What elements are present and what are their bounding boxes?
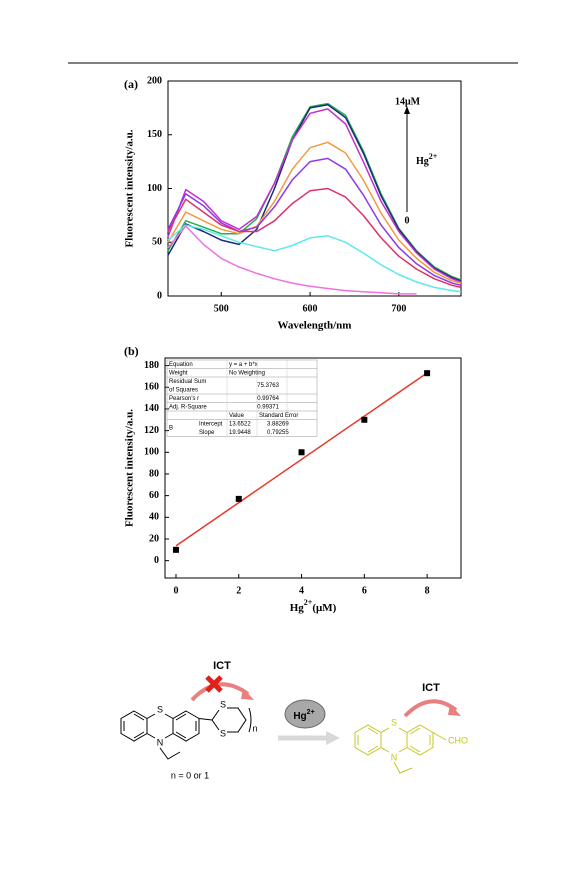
scheme-labels: ICT S N S S n n = 0 or 1 Hg2+ ICT S N CH… <box>157 660 468 780</box>
atom-label: S <box>157 704 163 714</box>
data-point <box>298 449 305 456</box>
reagent-base: Hg <box>293 711 306 722</box>
table-header: Value <box>229 413 245 419</box>
y-tick-label: 150 <box>147 129 162 140</box>
spectrum-line <box>167 108 462 283</box>
annotation-bottom: 0 <box>405 215 410 226</box>
spectrum-line <box>167 102 462 281</box>
spectrum-line <box>167 225 417 295</box>
table-value: 0.99371 <box>257 404 279 410</box>
atom-label: N <box>391 752 398 762</box>
table-value: No Weighting <box>229 370 265 376</box>
spectrum-line <box>167 224 462 293</box>
y-tick-label: 60 <box>149 490 159 501</box>
y-tick-label: 0 <box>157 290 162 301</box>
y-tick-label: 180 <box>144 360 159 371</box>
y-tick-label: 50 <box>152 237 162 248</box>
left-molecule <box>120 707 252 760</box>
x-axis-label-rest: (μM) <box>312 602 336 614</box>
x-tick-label: 0 <box>173 585 178 596</box>
index-label: n <box>252 723 257 733</box>
table-value: 75.3763 <box>257 383 279 389</box>
ict-arrow-right <box>403 699 461 718</box>
group-label: CHO <box>448 735 468 745</box>
right-molecule <box>354 724 447 774</box>
y-tick-label: 160 <box>144 382 159 393</box>
annotation-ion-sup: 2+ <box>429 152 438 161</box>
param-name: Slope <box>199 430 215 436</box>
annotation-arrowhead <box>404 106 410 114</box>
y-tick-label: 20 <box>149 533 159 544</box>
y-axis-label: Fluorescent intensity/a.u. <box>124 129 136 247</box>
data-point <box>235 495 242 502</box>
param-value: 19.9448 <box>229 430 251 436</box>
ict-label: ICT <box>422 682 440 694</box>
ict-arrow-left <box>190 675 254 702</box>
table-header: Standard Error <box>259 413 298 419</box>
table-label: Adj. R-Square <box>169 404 207 410</box>
param-value: 13.6522 <box>229 421 251 427</box>
param-error: 0.79255 <box>267 430 289 436</box>
x-tick-label: 700 <box>391 303 406 314</box>
y-tick-label: 0 <box>154 555 159 566</box>
spectrum-line <box>167 141 462 284</box>
table-label: Equation <box>169 362 193 368</box>
x-axis-label: Hg2+(μM) <box>290 598 337 614</box>
y-tick-label: 140 <box>144 403 159 414</box>
reagent-bubble <box>284 699 326 729</box>
x-tick-label: 8 <box>425 585 430 596</box>
spectrum-line <box>167 187 462 289</box>
y-axis-label: Fluorescent intensity/a.u. <box>124 409 136 527</box>
table-label: of Squares <box>169 387 198 393</box>
atom-label: N <box>157 737 164 747</box>
x-axis-label: Wavelength/nm <box>278 320 352 332</box>
param-name: Intercept <box>199 421 223 427</box>
reaction-arrow <box>278 731 340 745</box>
x-tick-label: 600 <box>303 303 318 314</box>
annotation-top: 14μM <box>395 96 421 107</box>
y-tick-label: 40 <box>149 512 159 523</box>
y-tick-label: 100 <box>144 447 159 458</box>
x-tick-label: 6 <box>362 585 367 596</box>
fit-table: Equation y = a + b*x Weight No Weighting Res… <box>166 359 318 437</box>
fit-line <box>175 372 428 547</box>
data-point <box>424 370 431 377</box>
table-label: Weight <box>169 370 188 376</box>
spectrum-line <box>167 157 462 287</box>
x-tick-label: 2 <box>236 585 241 596</box>
table-label: Residual Sum <box>169 379 206 385</box>
param-group: B <box>169 426 173 432</box>
table-value: 0.99764 <box>257 396 279 402</box>
table-value: y = a + b*x <box>229 362 258 368</box>
atom-label: S <box>220 728 226 738</box>
x-tick-label: 4 <box>299 585 304 596</box>
chart-title: (b) <box>124 344 139 358</box>
chart-title: (a) <box>124 77 138 91</box>
table-border <box>166 359 318 437</box>
atom-label: S <box>391 717 397 727</box>
x-axis-label-base: Hg <box>290 602 305 614</box>
param-error: 3.88269 <box>267 421 289 427</box>
annotation-ion-base: Hg <box>416 156 429 167</box>
x-tick-label: 500 <box>214 303 229 314</box>
scheme-note: n = 0 or 1 <box>171 770 209 780</box>
annotation-ion: Hg2+ <box>416 152 438 167</box>
y-tick-label: 80 <box>149 468 159 479</box>
reagent-sup: 2+ <box>307 709 315 716</box>
reagent-label: Hg2+ <box>293 709 314 722</box>
y-tick-label: 200 <box>147 75 162 86</box>
plot-frame <box>164 357 462 579</box>
data-point <box>172 546 179 553</box>
x-axis-label-sup: 2+ <box>304 598 313 607</box>
spectrum-line <box>167 103 462 282</box>
data-point <box>361 416 368 423</box>
ict-label: ICT <box>213 660 231 672</box>
y-tick-label: 100 <box>147 183 162 194</box>
y-tick-label: 120 <box>144 425 159 436</box>
table-label: Pearson's r <box>169 396 199 402</box>
atom-label: S <box>220 699 226 709</box>
